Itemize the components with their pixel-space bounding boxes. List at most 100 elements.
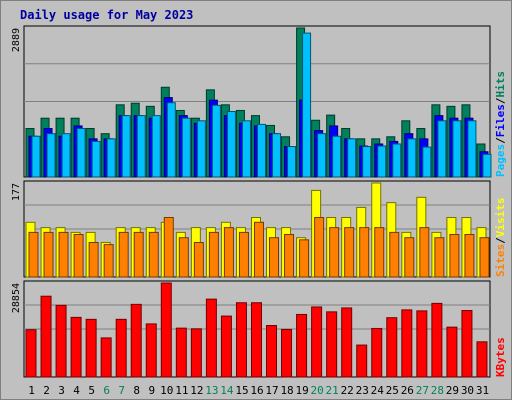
hits-files-pages-bar-pages xyxy=(377,145,387,178)
legend-entry: Sites xyxy=(494,244,507,277)
day-tick-label: 10 xyxy=(160,384,173,397)
hits-files-pages-bar-pages xyxy=(407,138,417,178)
visits-sites-bar-sites xyxy=(43,231,54,278)
day-tick-label: 16 xyxy=(250,384,263,397)
visits-sites-bar-sites xyxy=(299,239,310,278)
day-tick-label: 1 xyxy=(28,384,35,397)
visits-sites-bar-sites xyxy=(434,237,445,278)
legend-entry: Visits xyxy=(494,198,507,238)
day-tick-label: 19 xyxy=(295,384,308,397)
legend-entry: / xyxy=(494,237,507,244)
day-tick-label: 9 xyxy=(148,384,155,397)
visits-sites-bar-sites xyxy=(118,231,129,278)
day-tick-label: 8 xyxy=(133,384,140,397)
kbytes-bar-kbytes xyxy=(25,329,37,378)
visits-sites-bar-sites xyxy=(148,231,159,278)
visits-sites-bar-sites xyxy=(464,234,475,278)
visits-sites-bar-sites xyxy=(314,217,325,278)
visits-sites-bar-sites xyxy=(344,227,355,278)
day-tick-label: 6 xyxy=(103,384,110,397)
kbytes-bar-kbytes xyxy=(281,328,293,378)
day-tick-label: 25 xyxy=(386,384,399,397)
kbytes-bar-kbytes xyxy=(416,310,428,378)
visits-sites-bar-sites xyxy=(389,231,400,278)
day-tick-label: 5 xyxy=(88,384,95,397)
hits-files-pages-bar-pages xyxy=(272,133,282,178)
kbytes-bar-kbytes xyxy=(205,298,217,378)
hits-files-pages-bar-pages xyxy=(136,115,146,178)
visits-sites-bar-sites xyxy=(73,234,84,278)
kbytes-bar-kbytes xyxy=(130,303,142,378)
visits-sites-bar-sites xyxy=(479,237,490,278)
day-tick-label: 15 xyxy=(235,384,248,397)
visits-sites-bar-sites xyxy=(374,227,385,278)
kbytes-bar-kbytes xyxy=(341,307,353,378)
day-tick-label: 11 xyxy=(175,384,188,397)
visits-sites-bar-sites xyxy=(58,231,69,278)
hits-files-pages-bar-pages xyxy=(46,133,56,178)
visits-sites-bar-sites xyxy=(88,241,99,278)
day-tick-label: 3 xyxy=(58,384,65,397)
day-tick-label: 27 xyxy=(416,384,429,397)
legend-entry: Files xyxy=(494,104,507,137)
hits-files-pages-bar-pages xyxy=(467,120,477,178)
visits-sites-bar-sites xyxy=(269,237,280,278)
kbytes-bar-kbytes xyxy=(401,309,413,378)
hits-files-pages-bar-pages xyxy=(392,143,402,178)
day-tick-label: 7 xyxy=(118,384,125,397)
kbytes-bar-kbytes xyxy=(70,316,82,378)
kbytes-bar-kbytes xyxy=(85,318,97,378)
legend-entry: / xyxy=(494,137,507,144)
visits-sites-bar-sites xyxy=(163,217,174,278)
hits-files-pages-bar-pages xyxy=(31,135,41,178)
hits-files-pages-bar-pages xyxy=(302,32,312,178)
kbytes-max-label: 28854 xyxy=(11,283,22,313)
hits-files-pages-bar-pages xyxy=(256,123,266,178)
hits-files-pages-legend: Pages/Files/Hits xyxy=(494,71,507,177)
legend-entry: Pages xyxy=(494,144,507,177)
visits-sites-bar-sites xyxy=(253,221,264,278)
visits-sites-bar-sites xyxy=(419,227,430,278)
hits-files-pages-bar-pages xyxy=(347,138,357,178)
kbytes-bar-kbytes xyxy=(250,302,262,378)
legend-entry: KBytes xyxy=(494,337,507,377)
hits-files-pages-bar-pages xyxy=(166,102,176,178)
kbytes-bar-kbytes xyxy=(461,310,473,378)
kbytes-bar-kbytes xyxy=(160,282,172,378)
visits-sites-bar-sites xyxy=(329,227,340,278)
kbytes-bar-kbytes xyxy=(476,341,488,378)
legend-entry: / xyxy=(494,97,507,104)
hits-files-pages-bar-pages xyxy=(211,104,221,178)
kbytes-bar-kbytes xyxy=(55,304,67,378)
visits-sites-bar-sites xyxy=(103,244,114,278)
day-tick-label: 24 xyxy=(371,384,385,397)
kbytes-bar-kbytes xyxy=(326,311,338,378)
visits-sites-bar-sites xyxy=(284,234,295,278)
visits-sites-max-label: 177 xyxy=(11,183,22,201)
hits-files-pages-bar-pages xyxy=(422,146,432,178)
hits-files-pages-bar-pages xyxy=(482,153,492,178)
day-tick-label: 28 xyxy=(431,384,444,397)
kbytes-bar-kbytes xyxy=(431,302,443,378)
visits-sites-bar-sites xyxy=(208,231,219,278)
kbytes-bar-kbytes xyxy=(386,317,398,378)
kbytes-bar-kbytes xyxy=(115,318,127,378)
legend-entry: Hits xyxy=(494,71,507,98)
visits-sites-bar-sites xyxy=(404,237,415,278)
hits-files-pages-max-label: 2889 xyxy=(11,28,22,52)
hits-files-pages-bar-pages xyxy=(437,120,447,178)
kbytes-bar-kbytes xyxy=(100,337,112,378)
visits-sites-bar-sites xyxy=(449,234,460,278)
hits-files-pages-bar-pages xyxy=(121,115,131,178)
visits-sites-bar-sites xyxy=(178,237,189,278)
visits-sites-bar-sites xyxy=(193,241,204,278)
hits-files-pages-bar-pages xyxy=(181,117,191,178)
day-tick-label: 31 xyxy=(476,384,489,397)
day-tick-label: 2 xyxy=(43,384,50,397)
day-tick-label: 21 xyxy=(326,384,339,397)
chart-title: Daily usage for May 2023 xyxy=(20,8,194,22)
kbytes-bar-kbytes xyxy=(266,325,278,378)
hits-files-pages-bar-pages xyxy=(332,135,342,178)
visits-sites-bar-sites xyxy=(28,231,39,278)
kbytes-bar-kbytes xyxy=(220,315,232,378)
